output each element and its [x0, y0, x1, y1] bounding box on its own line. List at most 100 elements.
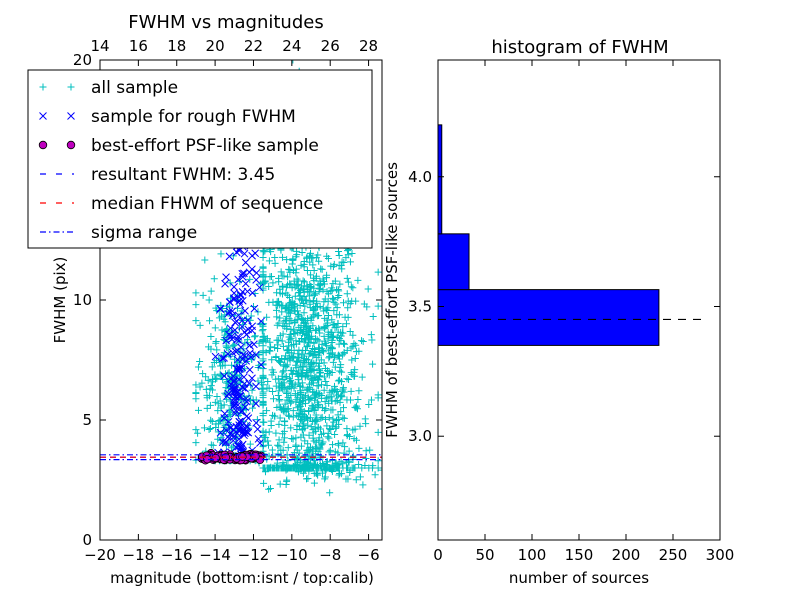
data-point: [287, 399, 295, 407]
data-point: [345, 376, 353, 384]
data-point: [259, 464, 267, 472]
data-point: [325, 367, 333, 375]
data-point: [298, 463, 306, 471]
data-point: [288, 434, 296, 442]
data-point: [315, 436, 323, 444]
y-tick-label: 5: [82, 411, 92, 429]
data-point: [307, 314, 315, 322]
data-point: [241, 365, 249, 373]
data-point: [253, 425, 262, 433]
data-point: [274, 336, 282, 344]
data-point: [365, 400, 373, 408]
data-point: [333, 417, 341, 425]
data-point: [350, 435, 358, 443]
data-point: [215, 354, 223, 362]
data-point: [273, 459, 281, 467]
data-point: [309, 297, 317, 305]
data-point: [229, 388, 237, 397]
data-point: [313, 382, 321, 390]
y-tick-label: 20: [73, 51, 92, 69]
data-point: [323, 288, 331, 296]
data-point: [248, 289, 257, 297]
data-point: [323, 458, 331, 466]
data-point: [283, 373, 291, 381]
data-point: [296, 292, 304, 300]
legend-marker-icon: [67, 83, 75, 91]
data-point: [292, 441, 300, 449]
data-point: [301, 437, 309, 445]
data-point: [295, 323, 303, 331]
data-point: [259, 349, 267, 357]
data-point: [268, 371, 276, 379]
data-point: [299, 285, 307, 293]
data-point: [315, 257, 323, 265]
data-point: [354, 395, 362, 403]
data-point: [265, 428, 273, 436]
data-point: [216, 304, 225, 313]
data-point: [208, 386, 216, 394]
top-x-tick-label: 24: [282, 37, 301, 55]
data-point: [308, 402, 316, 410]
data-point: [267, 422, 275, 430]
data-point: [206, 425, 214, 433]
data-point: [311, 347, 319, 355]
data-point: [199, 370, 207, 378]
data-point: [308, 332, 316, 340]
data-point: [330, 298, 338, 306]
data-point: [324, 297, 332, 305]
data-point: [228, 361, 236, 369]
data-point: [331, 448, 339, 456]
data-point: [294, 468, 302, 476]
data-point: [340, 449, 348, 457]
data-point: [241, 307, 249, 315]
data-point: [218, 354, 227, 363]
data-point: [295, 354, 303, 362]
data-point: [301, 392, 309, 400]
data-point: [362, 447, 370, 455]
data-point: [232, 248, 241, 257]
data-point: [303, 342, 311, 350]
data-point: [202, 385, 210, 393]
data-point: [271, 412, 279, 420]
data-point: [292, 361, 300, 369]
y-tick-label: 10: [73, 291, 92, 309]
data-point: [275, 397, 283, 405]
data-point: [325, 354, 333, 362]
data-point: [222, 336, 231, 345]
left-axis-ticks: −20 −18 −16 −14 −12 −10 −8 −6 14 16 18 20 22 24 26 28 0 5…: [73, 37, 382, 564]
data-point: [340, 388, 348, 396]
data-point: [328, 316, 336, 324]
data-point: [266, 273, 274, 281]
data-point: [302, 413, 310, 421]
data-point: [349, 284, 357, 292]
data-point: [252, 419, 261, 427]
data-point: [320, 307, 328, 315]
data-point: [339, 323, 347, 331]
data-point: [297, 261, 305, 269]
data-point: [240, 351, 249, 360]
data-point: [279, 368, 287, 376]
data-point: [301, 466, 309, 474]
data-point: [192, 426, 200, 434]
data-point: [236, 291, 245, 300]
data-point: [222, 273, 230, 282]
x-tick-label: 100: [518, 546, 547, 564]
data-point: [211, 324, 219, 332]
data-point: [279, 253, 287, 261]
data-point: [272, 429, 280, 437]
data-point: [278, 463, 286, 471]
data-point: [221, 439, 230, 447]
x-tick-label: 150: [565, 546, 594, 564]
data-point: [292, 337, 300, 345]
data-point: [304, 288, 312, 296]
data-point: [199, 291, 207, 299]
data-point: [220, 372, 229, 380]
data-point: [194, 429, 202, 437]
data-point: [317, 265, 325, 273]
data-point: [291, 304, 299, 312]
data-point: [240, 249, 249, 258]
data-point: [275, 274, 283, 282]
data-point: [268, 446, 276, 454]
data-point: [279, 342, 287, 350]
data-point: [294, 350, 302, 358]
